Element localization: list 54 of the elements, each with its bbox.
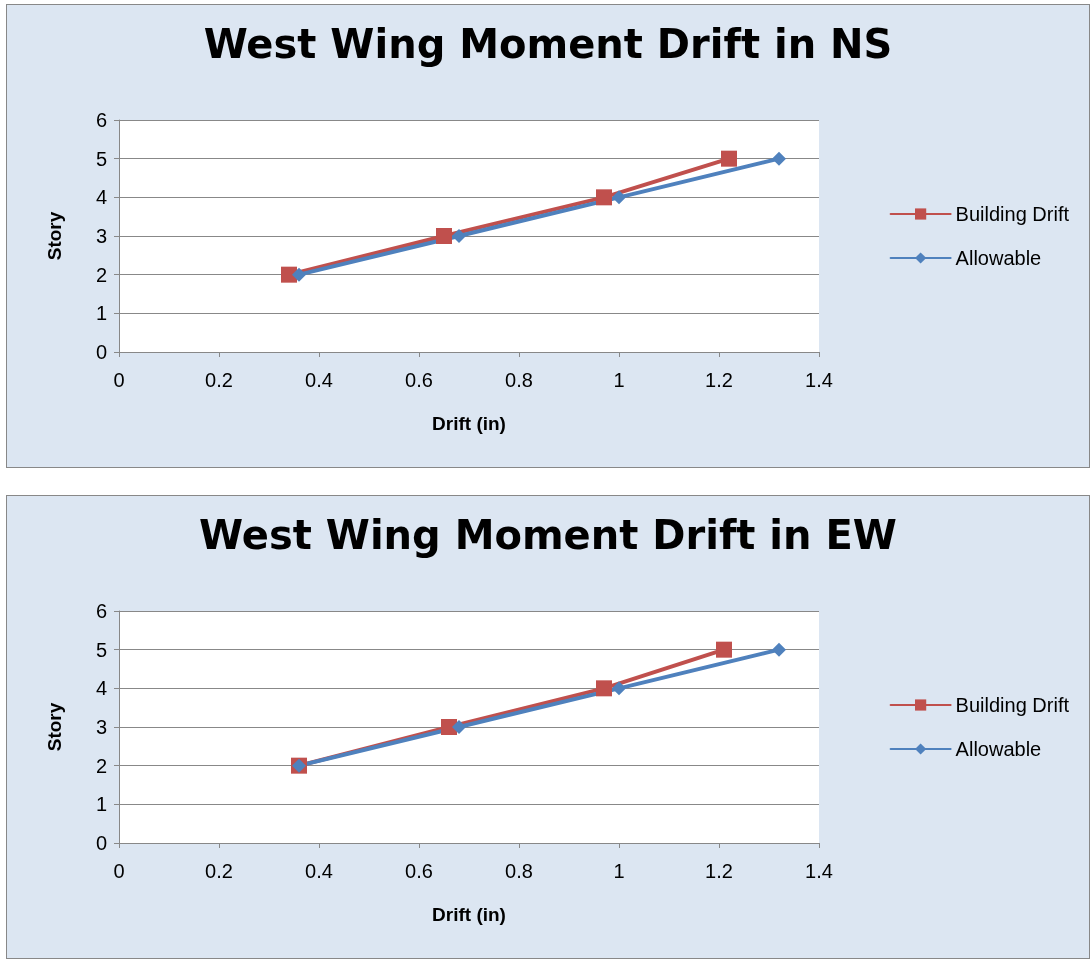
- x-tick-label: 1: [613, 369, 625, 391]
- y-tick-label: 6: [95, 109, 107, 131]
- y-tick-label: 2: [95, 754, 107, 777]
- point: [441, 719, 457, 735]
- legend-label: Allowable: [955, 247, 1042, 269]
- y-tick-label: 5: [95, 638, 107, 661]
- x-tick-label: 1.4: [805, 369, 833, 391]
- y-tick-label: 5: [95, 147, 107, 170]
- x-tick-label: 0.6: [405, 369, 433, 391]
- x-tick-label: 1.4: [805, 860, 833, 882]
- x-axis-title: Drift (in): [432, 413, 506, 434]
- x-tick-label: 1.2: [705, 860, 733, 882]
- x-tick-label: 0.2: [205, 369, 233, 391]
- y-tick-label: 4: [95, 677, 107, 700]
- y-tick-label: 0: [95, 832, 107, 854]
- y-tick-label: 3: [95, 225, 107, 247]
- point: [772, 642, 786, 657]
- x-tick-label: 0: [113, 369, 125, 391]
- point: [612, 681, 626, 696]
- y-axis-title: Story: [44, 702, 65, 752]
- point: [716, 641, 732, 658]
- y-tick-label: 1: [95, 793, 107, 816]
- point: [772, 151, 786, 166]
- y-tick-label: 2: [95, 263, 107, 286]
- point: [292, 267, 306, 282]
- y-tick-label: 6: [95, 600, 107, 622]
- point: [596, 189, 612, 206]
- x-tick-label: 0.4: [305, 860, 333, 882]
- point: [596, 680, 612, 697]
- chart-title: West Wing Moment Drift in EW: [199, 512, 897, 558]
- x-tick-label: 1: [613, 860, 625, 882]
- point: [612, 190, 626, 205]
- point: [281, 266, 297, 283]
- chart-title: West Wing Moment Drift in NS: [203, 21, 893, 67]
- point: [721, 150, 737, 167]
- legend-label: Allowable: [955, 738, 1042, 760]
- x-tick-label: 0: [113, 860, 125, 882]
- x-tick-label: 0.6: [405, 860, 433, 882]
- x-tick-label: 0.8: [505, 369, 533, 391]
- y-tick-label: 0: [95, 341, 107, 363]
- x-axis-title: Drift (in): [432, 904, 506, 925]
- x-tick-label: 0.2: [205, 860, 233, 882]
- point: [436, 228, 452, 244]
- y-tick-label: 1: [95, 302, 107, 325]
- x-tick-label: 0.4: [305, 369, 333, 391]
- y-axis-title: Story: [44, 211, 65, 261]
- legend-label: Building Drift: [955, 694, 1070, 716]
- legend-label: Building Drift: [955, 203, 1070, 225]
- x-tick-label: 1.2: [705, 369, 733, 391]
- y-tick-label: 3: [95, 716, 107, 738]
- y-tick-label: 4: [95, 186, 107, 209]
- point: [452, 720, 466, 734]
- point: [452, 229, 466, 243]
- x-tick-label: 0.8: [505, 860, 533, 882]
